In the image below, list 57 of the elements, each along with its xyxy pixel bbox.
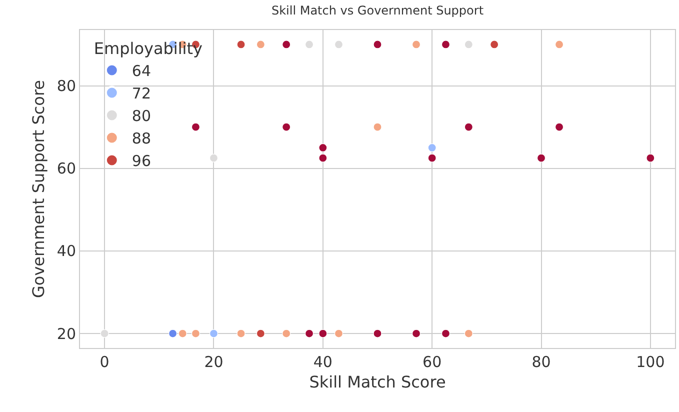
x-tick-label: 100 [636,353,665,371]
point [256,40,265,49]
point [168,329,178,338]
point [554,40,564,49]
x-axis-title: Skill Match Score [309,372,446,392]
point [334,40,344,49]
point [441,329,450,338]
point [178,329,187,338]
point [191,122,200,132]
point [490,40,499,49]
point [441,40,450,49]
chart-title: Skill Match vs Government Support [271,4,484,18]
point [373,329,382,338]
point [464,40,473,49]
legend-label: 88 [132,130,151,148]
point [304,329,314,338]
legend-label: 80 [132,107,151,126]
point [318,329,328,338]
x-tick-label: 80 [532,353,551,371]
point [282,329,291,338]
point [464,122,473,132]
point [191,329,200,338]
point [236,40,246,49]
point [412,329,421,338]
point [100,329,109,338]
point [256,329,265,338]
y-tick-label: 20 [56,324,76,343]
legend-title: Employability [94,38,202,58]
point [209,154,218,162]
point [318,154,328,162]
point [334,329,344,338]
x-tick-label: 40 [313,353,332,371]
y-tick-label: 60 [56,160,76,178]
legend-label: 64 [132,62,151,80]
y-tick-label: 40 [56,242,76,260]
point [304,40,314,49]
point [282,122,291,132]
y-axis-title: Government Support Score [28,80,48,298]
point [209,329,218,338]
point [428,143,436,152]
point [373,40,382,49]
legend-label: 96 [132,152,151,170]
point [428,154,436,162]
point [412,40,421,49]
point [373,122,382,132]
point [282,40,291,49]
point [318,143,328,152]
point [464,329,473,338]
legend-label: 72 [132,84,151,103]
point [536,154,546,162]
point [646,154,655,162]
y-tick-label: 80 [56,77,76,95]
point [554,122,564,132]
x-tick-label: 20 [204,353,224,371]
x-tick-label: 60 [422,353,442,371]
point [236,329,246,338]
x-tick-label: 0 [100,353,110,371]
